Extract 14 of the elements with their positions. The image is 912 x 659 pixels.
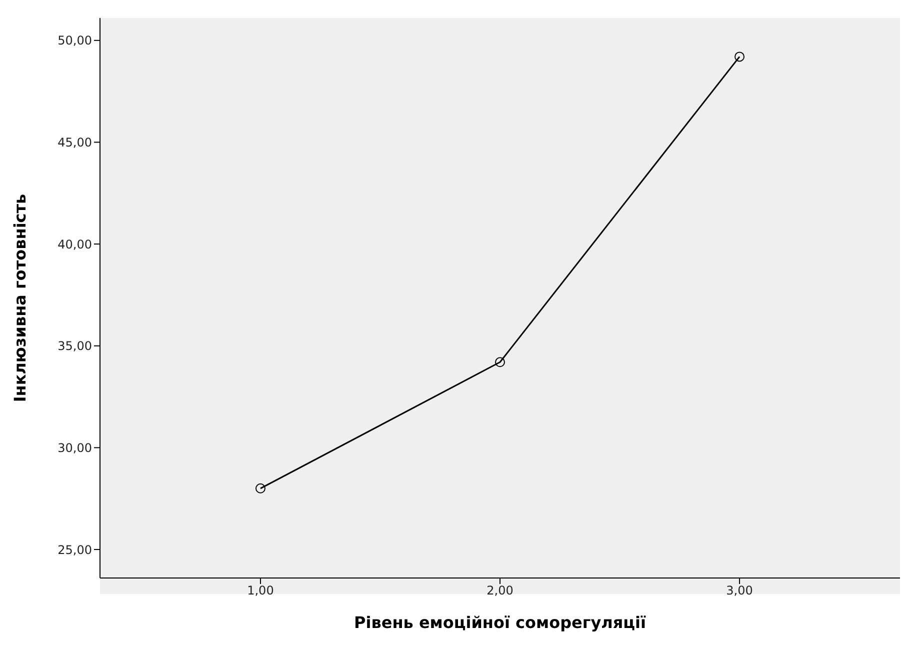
point — [255, 483, 266, 494]
y-axis-title: Інклюзивна готовність — [10, 194, 30, 402]
point — [495, 357, 505, 368]
y-tick-label: 45,00 — [58, 135, 92, 150]
y-tick-label: 30,00 — [58, 440, 92, 455]
y-tick-label: 50,00 — [58, 34, 92, 48]
x-tick-label: 1,00 — [247, 584, 274, 598]
x-axis-title: Рівень емоційної соморегуляції — [354, 613, 646, 632]
x-tick-label: 3,00 — [726, 584, 753, 598]
y-tick-label: 35,00 — [58, 339, 92, 354]
x-tick-label: 2,00 — [486, 584, 514, 598]
y-tick-label: 25,00 — [58, 542, 92, 557]
point — [734, 52, 745, 62]
y-tick-label: 40,00 — [58, 237, 92, 252]
